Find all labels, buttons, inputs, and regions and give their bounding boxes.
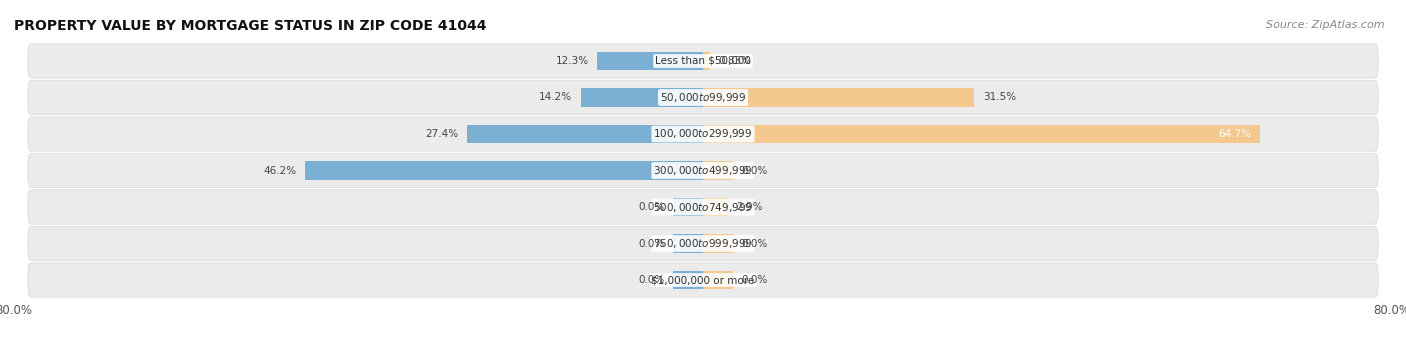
Text: 64.7%: 64.7% — [1219, 129, 1251, 139]
FancyBboxPatch shape — [28, 263, 1378, 297]
Bar — [673, 270, 703, 290]
Text: 0.0%: 0.0% — [638, 238, 664, 249]
Bar — [305, 161, 703, 180]
FancyBboxPatch shape — [28, 190, 1378, 224]
Text: $500,000 to $749,999: $500,000 to $749,999 — [654, 201, 752, 213]
Text: 31.5%: 31.5% — [983, 92, 1017, 103]
Bar — [703, 270, 733, 290]
Text: Source: ZipAtlas.com: Source: ZipAtlas.com — [1267, 20, 1385, 30]
Text: 12.3%: 12.3% — [555, 56, 589, 66]
Text: $750,000 to $999,999: $750,000 to $999,999 — [654, 237, 752, 250]
Bar — [467, 124, 703, 144]
Text: 46.2%: 46.2% — [263, 165, 297, 176]
Bar — [673, 197, 703, 217]
FancyBboxPatch shape — [28, 44, 1378, 78]
FancyBboxPatch shape — [28, 226, 1378, 261]
Text: $100,000 to $299,999: $100,000 to $299,999 — [654, 128, 752, 140]
Bar — [703, 88, 974, 107]
Text: $50,000 to $99,999: $50,000 to $99,999 — [659, 91, 747, 104]
Bar — [703, 124, 1260, 144]
FancyBboxPatch shape — [28, 153, 1378, 188]
Bar — [598, 51, 703, 71]
Text: Less than $50,000: Less than $50,000 — [655, 56, 751, 66]
Text: 14.2%: 14.2% — [538, 92, 572, 103]
FancyBboxPatch shape — [28, 117, 1378, 151]
Text: $1,000,000 or more: $1,000,000 or more — [651, 275, 755, 285]
Text: 0.0%: 0.0% — [638, 202, 664, 212]
Bar — [703, 51, 710, 71]
Bar — [581, 88, 703, 107]
Bar — [673, 234, 703, 253]
Bar — [703, 161, 733, 180]
Text: 0.0%: 0.0% — [742, 165, 768, 176]
Bar — [703, 197, 728, 217]
Text: PROPERTY VALUE BY MORTGAGE STATUS IN ZIP CODE 41044: PROPERTY VALUE BY MORTGAGE STATUS IN ZIP… — [14, 19, 486, 33]
FancyBboxPatch shape — [28, 80, 1378, 115]
Text: 0.0%: 0.0% — [742, 238, 768, 249]
Text: 2.9%: 2.9% — [737, 202, 763, 212]
Text: 27.4%: 27.4% — [425, 129, 458, 139]
Text: $300,000 to $499,999: $300,000 to $499,999 — [654, 164, 752, 177]
Bar — [703, 234, 733, 253]
Text: 0.0%: 0.0% — [742, 275, 768, 285]
Text: 0.83%: 0.83% — [718, 56, 752, 66]
Text: 0.0%: 0.0% — [638, 275, 664, 285]
